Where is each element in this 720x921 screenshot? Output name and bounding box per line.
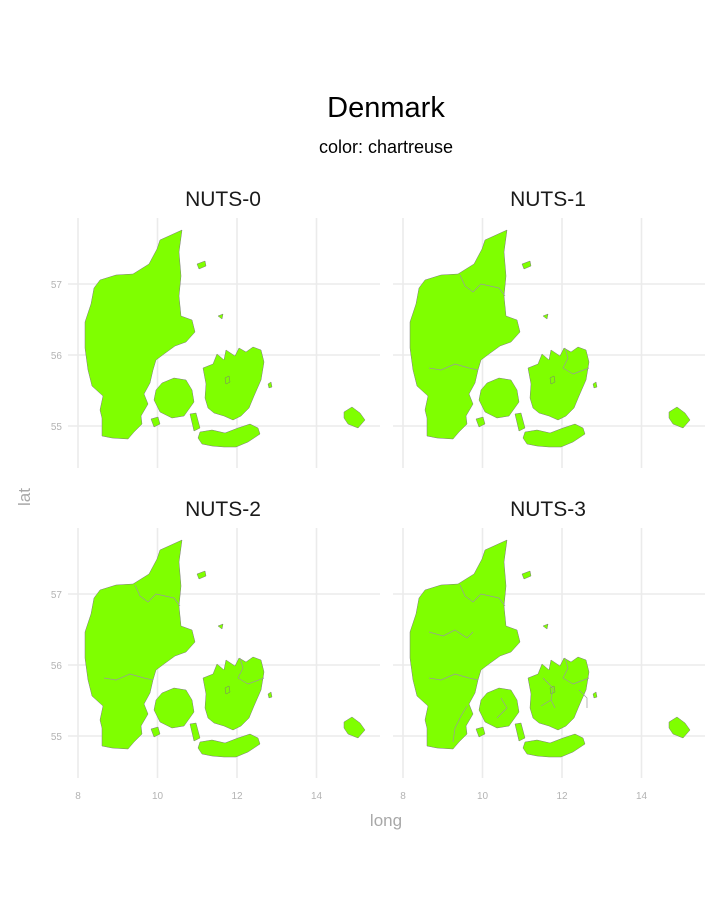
region-shape (478, 687, 520, 729)
x-tick-label: 14 (311, 791, 323, 802)
region-border (578, 689, 588, 708)
land-layer (409, 229, 691, 448)
region-shape (150, 416, 161, 428)
region-shape (521, 570, 532, 580)
region-shape (592, 381, 598, 389)
panel-label: NUTS-2 (185, 498, 261, 521)
region-border (428, 363, 479, 371)
region-shape (267, 691, 273, 699)
region-border (428, 629, 474, 639)
region-border (237, 657, 265, 685)
region-shape (84, 539, 196, 750)
panel-label: NUTS-1 (510, 188, 586, 211)
region-shape (196, 260, 207, 270)
region-shape (153, 687, 195, 729)
region-shape (522, 733, 586, 758)
region-shape (197, 423, 261, 448)
region-border (428, 673, 479, 681)
region-shape (668, 406, 691, 429)
facet-panel: NUTS-1 (393, 188, 705, 468)
y-tick-label: 55 (51, 422, 63, 433)
region-border (562, 657, 590, 685)
region-border (562, 347, 590, 375)
region-shape (409, 539, 521, 750)
x-tick-label: 14 (636, 791, 648, 802)
region-shape (527, 656, 590, 731)
region-shape (196, 570, 207, 580)
region-shape (409, 229, 521, 440)
x-tick-label: 10 (152, 791, 164, 802)
facet-panel: NUTS-3 (393, 498, 705, 778)
region-shape (224, 375, 231, 385)
y-tick-label: 56 (51, 661, 63, 672)
region-border (542, 677, 554, 701)
region-shape (592, 691, 598, 699)
region-shape (514, 722, 526, 742)
region-border (134, 584, 181, 607)
figure-title: Denmark (327, 92, 445, 124)
region-shape (343, 716, 366, 739)
region-shape (521, 260, 532, 270)
y-axis-title: lat (15, 488, 34, 506)
region-shape (267, 381, 273, 389)
facet-panels: NUTS-0 NUTS-1 NUTS-2 NUTS-3 (68, 188, 705, 778)
region-border (459, 584, 506, 607)
y-tick-label: 55 (51, 732, 63, 743)
region-shape (84, 229, 196, 440)
region-shape (514, 412, 526, 432)
region-border (452, 705, 468, 743)
region-shape (343, 406, 366, 429)
region-border (103, 673, 154, 681)
region-shape (475, 416, 486, 428)
x-tick-label: 12 (231, 791, 243, 802)
region-shape (224, 685, 231, 695)
region-shape (522, 423, 586, 448)
facet-panel: NUTS-0 (68, 188, 380, 468)
region-shape (542, 623, 549, 630)
region-shape (478, 377, 520, 419)
figure-subtitle: color: chartreuse (319, 137, 453, 157)
region-shape (542, 313, 549, 320)
region-shape (197, 733, 261, 758)
x-tick-label: 8 (400, 791, 406, 802)
region-shape (217, 313, 224, 320)
region-shape (150, 726, 161, 738)
panel-label: NUTS-3 (510, 498, 586, 521)
region-shape (189, 412, 201, 432)
land-layer (84, 539, 366, 758)
region-shape (217, 623, 224, 630)
y-tick-label: 57 (51, 280, 63, 291)
region-shape (189, 722, 201, 742)
x-axis-title: long (370, 811, 402, 830)
land-layer (84, 229, 366, 448)
axis-ticks: 57 56 55 57 56 55 8 10 12 14 8 10 12 14 (51, 280, 648, 802)
facet-panel: NUTS-2 (68, 498, 380, 778)
region-shape (202, 346, 265, 421)
land-layer (409, 539, 691, 758)
y-tick-label: 56 (51, 351, 63, 362)
region-shape (475, 726, 486, 738)
x-tick-label: 8 (75, 791, 81, 802)
region-border (459, 274, 506, 297)
region-shape (153, 377, 195, 419)
panel-label: NUTS-0 (185, 188, 261, 211)
region-border (496, 697, 508, 719)
region-shape (549, 375, 556, 385)
region-shape (202, 656, 265, 731)
region-shape (668, 716, 691, 739)
region-shape (527, 346, 590, 421)
y-tick-label: 57 (51, 590, 63, 601)
x-tick-label: 12 (556, 791, 568, 802)
x-tick-label: 10 (477, 791, 489, 802)
